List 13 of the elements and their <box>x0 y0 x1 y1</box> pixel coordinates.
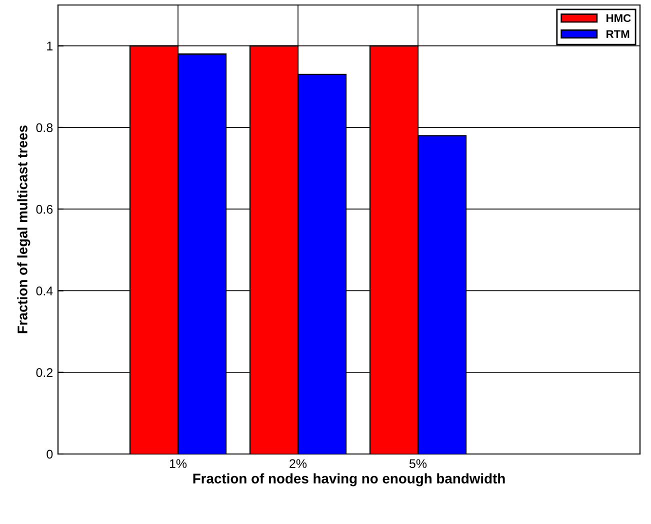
y-tick-label: 0.6 <box>36 204 53 214</box>
legend-label: HMC <box>606 14 631 22</box>
y-axis-title: Fraction of legal multicast trees <box>17 125 30 334</box>
y-tick-label: 0.4 <box>36 286 53 296</box>
x-tick-label: 1% <box>170 459 187 468</box>
x-tick-label: 2% <box>290 459 307 468</box>
legend-label: RTM <box>606 30 630 38</box>
x-axis-title: Fraction of nodes having no enough bandwidth <box>193 473 505 486</box>
y-tick-label: 1 <box>47 42 53 50</box>
y-tick-label: 0.8 <box>36 123 53 132</box>
y-tick-label: 0.2 <box>36 368 53 378</box>
x-tick-label: 5% <box>409 459 427 468</box>
y-tick-label: 0 <box>46 450 53 459</box>
